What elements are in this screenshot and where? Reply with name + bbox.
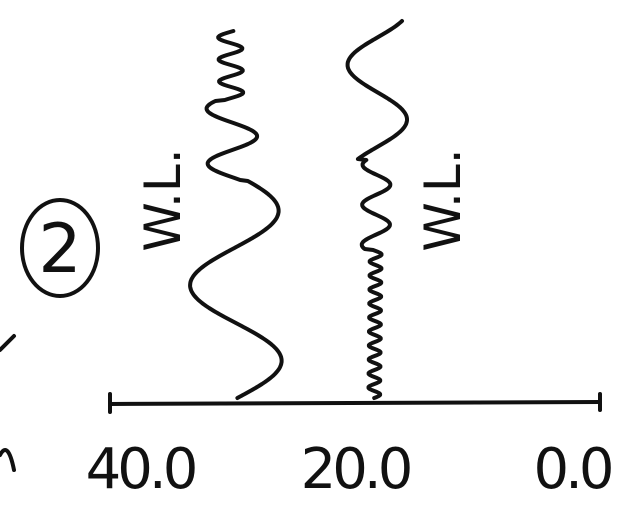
stray-stroke — [0, 334, 16, 472]
marker-circle — [20, 198, 100, 298]
axis-line — [108, 400, 602, 406]
axis-end-tick — [108, 392, 602, 414]
axis-label: 20.0 — [301, 437, 410, 502]
marker-label: 2 — [38, 210, 81, 289]
wave-line — [345, 19, 409, 400]
axis-label: 0.0 — [533, 437, 610, 502]
wave-label: W.L. — [414, 148, 472, 251]
axis-label: 40.0 — [86, 437, 195, 502]
wave-label: W.L. — [134, 148, 192, 251]
wave-line — [188, 29, 284, 400]
